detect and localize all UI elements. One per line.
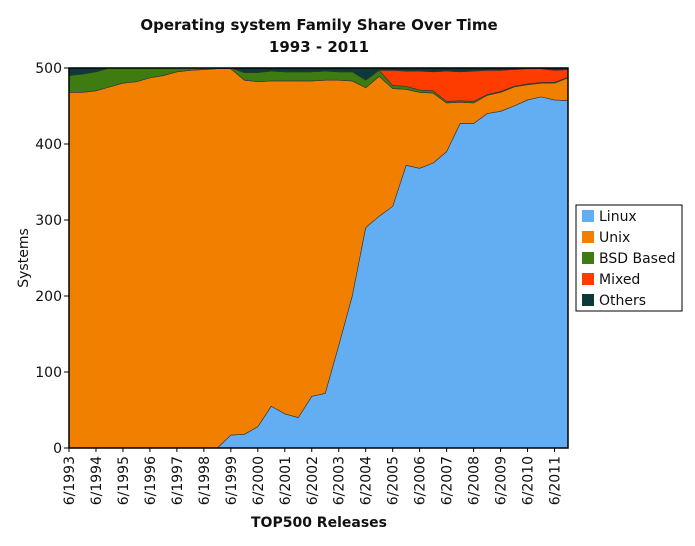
legend-swatch-linux <box>582 210 594 222</box>
legend-label-unix: Unix <box>599 230 630 246</box>
x-axis: 6/1993 6/1994 6/1995 6/1996 6/1997 6/1998 6/19… <box>62 448 564 505</box>
chart-subtitle: 1993 - 2011 <box>269 38 369 56</box>
y-tick-label: 500 <box>35 61 62 77</box>
x-tick-label: 6/1998 <box>197 456 213 505</box>
x-tick-label: 6/2011 <box>548 456 564 505</box>
x-tick-label: 6/2009 <box>494 456 510 505</box>
x-tick-label: 6/1996 <box>143 456 159 505</box>
x-tick-label: 6/2001 <box>278 456 294 505</box>
x-tick-label: 6/1997 <box>170 456 186 505</box>
x-tick-label: 6/1999 <box>224 456 240 505</box>
y-tick-label: 0 <box>53 441 62 457</box>
x-tick-label: 6/2006 <box>413 456 429 505</box>
legend-swatch-unix <box>582 231 594 243</box>
y-tick-label: 400 <box>35 137 62 153</box>
legend: Linux Unix BSD Based Mixed Others <box>575 204 683 312</box>
x-tick-label: 6/2007 <box>440 456 456 505</box>
y-tick-label: 200 <box>35 289 62 305</box>
x-tick-label: 6/2008 <box>467 456 483 505</box>
y-tick-label: 300 <box>35 213 62 229</box>
x-axis-title: TOP500 Releases <box>251 515 387 531</box>
x-tick-label: 6/2010 <box>521 456 537 505</box>
legend-label-others: Others <box>599 293 646 309</box>
y-tick-label: 100 <box>35 365 62 381</box>
legend-label-bsd-based: BSD Based <box>599 251 675 267</box>
legend-swatch-others <box>582 294 594 306</box>
legend-label-mixed: Mixed <box>599 272 640 288</box>
x-tick-label: 6/1995 <box>116 456 132 505</box>
x-tick-label: 6/2004 <box>359 456 375 505</box>
legend-label-linux: Linux <box>599 209 637 225</box>
legend-swatch-bsd-based <box>582 252 594 264</box>
plot-areas <box>68 67 569 449</box>
x-tick-label: 6/2002 <box>305 456 321 505</box>
chart-title: Operating system Family Share Over Time <box>140 16 497 34</box>
y-axis: 0 100 200 300 400 500 <box>35 61 69 457</box>
legend-box <box>575 204 683 312</box>
legend-swatch-mixed <box>582 273 594 285</box>
x-tick-label: 6/2005 <box>386 456 402 505</box>
plot-frame <box>68 67 569 449</box>
x-tick-label: 6/1994 <box>89 456 105 505</box>
x-tick-label: 6/2003 <box>332 456 348 505</box>
y-axis-title: Systems <box>16 228 32 288</box>
x-tick-label: 6/1993 <box>62 456 78 505</box>
x-tick-label: 6/2000 <box>251 456 267 505</box>
